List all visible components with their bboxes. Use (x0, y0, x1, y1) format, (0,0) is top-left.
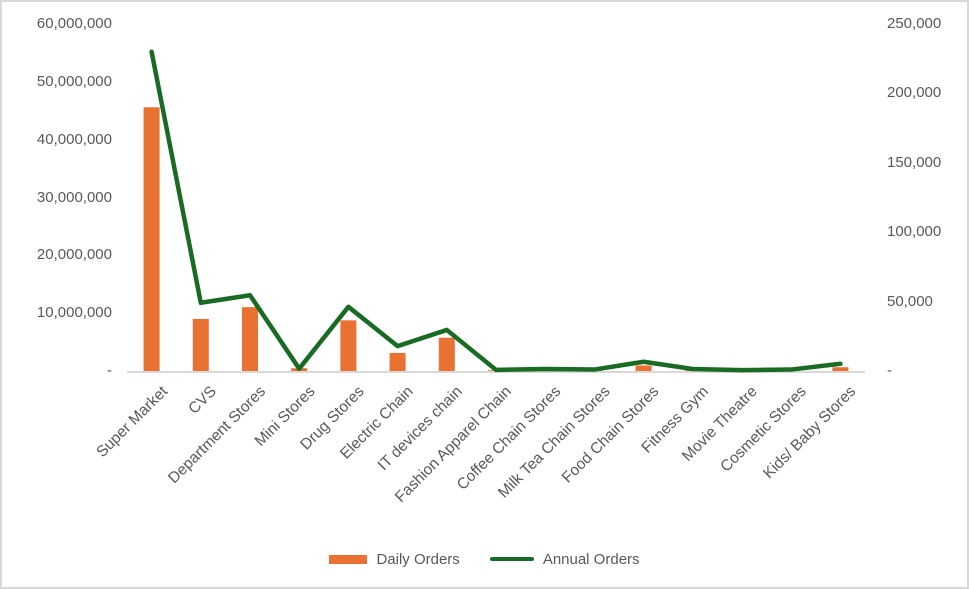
annual-orders-legend-label: Annual Orders (542, 550, 640, 568)
daily-orders-bar (389, 352, 406, 371)
left-axis-tick-label: 40,000,000 (36, 130, 112, 148)
left-axis-tick-label: 10,000,000 (36, 304, 112, 322)
chart-legend: Daily Orders Annual Orders (2, 548, 967, 570)
right-axis-tick-label: 150,000 (887, 153, 942, 171)
right-axis-tick-label: - (887, 362, 892, 379)
right-axis-tick-label: 250,000 (887, 15, 942, 32)
right-axis-tick-label: 100,000 (887, 223, 942, 241)
daily-orders-bar (438, 337, 455, 371)
annual-orders-line (149, 49, 843, 373)
right-axis-tick-label: 50,000 (887, 292, 933, 310)
daily-orders-bar (143, 107, 160, 371)
left-axis-tick-label: 20,000,000 (36, 246, 112, 264)
left-axis-tick-label: 60,000,000 (36, 15, 112, 32)
left-axis-tick-label: - (107, 362, 112, 379)
daily-orders-bar (192, 318, 209, 371)
daily-orders-bar (242, 307, 258, 371)
daily-orders-legend-label: Daily Orders (376, 550, 460, 568)
daily-orders-bar (832, 367, 849, 371)
left-axis-tick-label: 50,000,000 (36, 72, 112, 90)
daily-orders-bar (635, 365, 652, 371)
right-axis-tick-label: 200,000 (887, 84, 942, 102)
daily-orders-bar (340, 320, 357, 371)
daily-orders-legend-swatch (329, 554, 368, 564)
left-axis-tick-label: 30,000,000 (36, 188, 112, 206)
annual-orders-legend-swatch (489, 556, 534, 562)
